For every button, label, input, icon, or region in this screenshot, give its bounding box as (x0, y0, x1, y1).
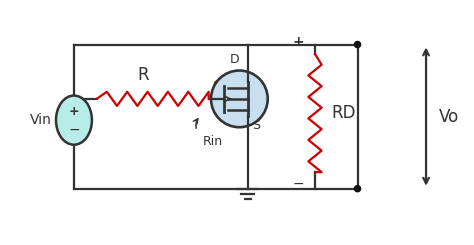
Text: Vo: Vo (439, 108, 459, 126)
Text: +: + (292, 35, 304, 49)
Text: +: + (69, 105, 79, 118)
Text: D: D (230, 53, 239, 66)
Text: Vin: Vin (30, 113, 52, 127)
Text: −: − (68, 122, 80, 137)
Text: Rin: Rin (203, 135, 223, 148)
Text: RD: RD (331, 104, 356, 122)
Circle shape (211, 71, 268, 127)
Text: R: R (137, 66, 149, 84)
Circle shape (355, 41, 361, 48)
Text: S: S (252, 119, 260, 132)
Ellipse shape (56, 96, 92, 145)
Text: G: G (212, 79, 222, 92)
Circle shape (355, 186, 361, 192)
Text: −: − (292, 177, 304, 191)
